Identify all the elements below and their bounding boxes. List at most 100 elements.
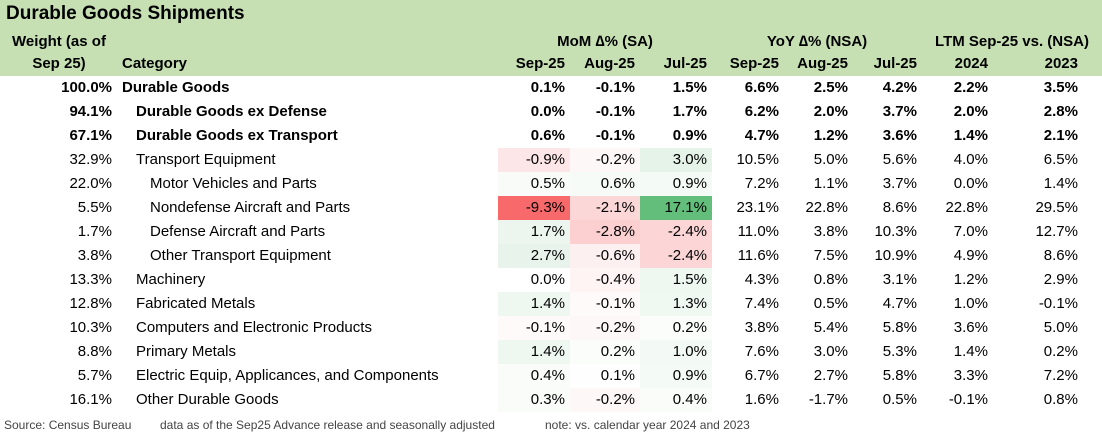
value-cell: 0.5% [530, 175, 565, 192]
value-cell: 1.4% [1043, 175, 1078, 192]
value-cell: 1.6% [744, 391, 779, 408]
value-cell: -0.1% [595, 295, 635, 312]
category-cell: Nondefense Aircraft and Parts [150, 199, 351, 216]
value-cell: 3.7% [882, 103, 917, 120]
value-cell: -2.4% [667, 223, 707, 240]
footer-note: note: vs. calendar year 2024 and 2023 [545, 418, 750, 432]
value-cell: 1.0% [672, 343, 707, 360]
value-cell: 2.9% [1043, 271, 1078, 288]
cell-shade [498, 244, 570, 268]
cell-shade [498, 148, 570, 172]
value-cell: 0.1% [530, 79, 565, 96]
value-cell: 3.6% [882, 127, 917, 144]
value-cell: -0.1% [525, 319, 565, 336]
group-header: MoM ∆% (SA) [557, 33, 653, 50]
value-cell: -0.1% [595, 103, 635, 120]
weight-cell: 32.9% [69, 151, 112, 168]
value-cell: -0.9% [525, 151, 565, 168]
cell-shade [570, 100, 640, 124]
column-header: Sep-25 [729, 55, 779, 72]
value-cell: 5.4% [813, 319, 848, 336]
value-cell: -0.6% [595, 247, 635, 264]
cell-shade [640, 292, 712, 316]
cell-shade [498, 76, 570, 100]
value-cell: 1.4% [530, 295, 565, 312]
value-cell: 2.8% [1043, 103, 1078, 120]
value-cell: 0.8% [813, 271, 848, 288]
category-cell: Machinery [136, 271, 206, 288]
value-cell: 2.7% [530, 247, 565, 264]
weight-header: Sep 25) [32, 55, 86, 72]
value-cell: 0.5% [882, 391, 917, 408]
value-cell: 1.2% [953, 271, 988, 288]
category-cell: Motor Vehicles and Parts [150, 175, 317, 192]
cell-shade [498, 268, 570, 292]
category-cell: Durable Goods ex Transport [136, 127, 338, 144]
value-cell: 10.9% [874, 247, 917, 264]
category-cell: Computers and Electronic Products [136, 319, 372, 336]
value-cell: -0.1% [595, 79, 635, 96]
cell-shade [640, 340, 712, 364]
value-cell: -2.8% [595, 223, 635, 240]
cell-shade [570, 364, 640, 388]
cell-shade [570, 76, 640, 100]
value-cell: 3.7% [882, 175, 917, 192]
value-cell: 7.2% [1043, 367, 1078, 384]
cell-shade [498, 172, 570, 196]
value-cell: 4.7% [744, 127, 779, 144]
value-cell: 5.8% [882, 319, 917, 336]
value-cell: 8.6% [1043, 247, 1078, 264]
cell-shade [570, 340, 640, 364]
cell-shade [498, 316, 570, 340]
category-cell: Durable Goods ex Defense [136, 103, 327, 120]
value-cell: 1.4% [530, 343, 565, 360]
title: Durable Goods Shipments [6, 3, 245, 24]
value-cell: 3.0% [813, 343, 848, 360]
value-cell: 0.6% [530, 127, 565, 144]
footer-note: data as of the Sep25 Advance release and… [160, 418, 495, 432]
value-cell: 5.0% [1043, 319, 1078, 336]
value-cell: 0.0% [530, 271, 565, 288]
weight-cell: 3.8% [77, 247, 112, 264]
cell-shade [570, 388, 640, 412]
column-header: Jul-25 [663, 55, 707, 72]
value-cell: 10.3% [874, 223, 917, 240]
weight-cell: 10.3% [69, 319, 112, 336]
value-cell: 1.4% [953, 127, 988, 144]
weight-cell: 22.0% [69, 175, 112, 192]
cell-shade [570, 124, 640, 148]
cell-shade [498, 388, 570, 412]
value-cell: 0.1% [600, 367, 635, 384]
weight-cell: 1.7% [77, 223, 112, 240]
cell-shade [498, 292, 570, 316]
cell-shade [570, 316, 640, 340]
category-cell: Defense Aircraft and Parts [150, 223, 326, 240]
value-cell: 7.4% [744, 295, 779, 312]
value-cell: 2.5% [813, 79, 848, 96]
value-cell: 3.0% [672, 151, 707, 168]
group-header: YoY ∆% (NSA) [766, 33, 868, 50]
cell-shade [498, 100, 570, 124]
weight-cell: 100.0% [61, 79, 112, 96]
weight-cell: 94.1% [69, 103, 112, 120]
category-header: Category [122, 55, 188, 72]
weight-cell: 5.7% [77, 367, 112, 384]
value-cell: 6.5% [1043, 151, 1078, 168]
footer-note: Source: Census Bureau [4, 418, 132, 432]
weight-header: Weight (as of [12, 33, 106, 50]
value-cell: 22.8% [945, 199, 988, 216]
value-cell: 10.5% [736, 151, 779, 168]
value-cell: 2.2% [953, 79, 988, 96]
value-cell: -0.2% [595, 319, 635, 336]
value-cell: -0.1% [595, 127, 635, 144]
cell-shade [640, 124, 712, 148]
value-cell: 6.7% [744, 367, 779, 384]
value-cell: 1.0% [953, 295, 988, 312]
cell-shade [498, 364, 570, 388]
value-cell: 4.2% [882, 79, 917, 96]
weight-cell: 5.5% [77, 199, 112, 216]
value-cell: 2.0% [813, 103, 848, 120]
weight-cell: 67.1% [69, 127, 112, 144]
value-cell: -0.2% [595, 151, 635, 168]
value-cell: 29.5% [1035, 199, 1078, 216]
